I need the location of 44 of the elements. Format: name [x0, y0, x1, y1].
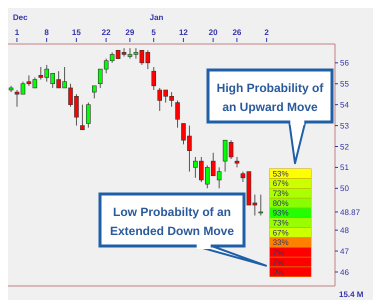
y-tick-label: 50 [340, 184, 350, 194]
y-tick-label: 52 [340, 142, 350, 152]
text: Dec [12, 13, 28, 22]
y-tick-label: 48.87 [340, 208, 361, 217]
text: 15.4 M [339, 290, 364, 299]
candlestick [86, 102, 91, 128]
band-label: 53% [272, 169, 289, 178]
x-tick-label: 5 [151, 28, 156, 37]
band-label: 67% [272, 179, 289, 188]
annotation: Low Probabilty of an Extended Down Move [110, 205, 234, 238]
band-label: 73% [272, 189, 289, 198]
band-label: 7% [272, 248, 284, 258]
y-tick-label: 55 [340, 80, 350, 89]
y-tick-label: 56 [340, 58, 350, 68]
candlestick [151, 66, 156, 91]
candlestick [258, 194, 264, 216]
band-label: 73% [272, 218, 289, 228]
x-tick-label: 22 [102, 28, 112, 37]
band-label: 67% [272, 228, 289, 238]
candlestick [92, 85, 97, 99]
x-tick-label: 8 [44, 28, 50, 37]
y-tick-label: 53 [340, 121, 350, 130]
annotation: High Probability of an Upward Move [216, 81, 324, 114]
y-tick-label: 48 [340, 226, 350, 235]
x-tick-label: 15 [72, 28, 82, 37]
y-tick-label: 51 [340, 163, 350, 172]
y-tick-label: 46 [340, 268, 350, 277]
band-label: 7% [272, 258, 284, 267]
candlestick [234, 156, 240, 168]
x-tick-label: 12 [178, 28, 188, 37]
band-label: 93% [272, 208, 289, 218]
text: Jan [150, 13, 164, 22]
band-label: 33% [272, 238, 289, 248]
band-label: 80% [272, 198, 289, 208]
x-tick-label: 1 [14, 28, 20, 37]
x-tick-label: 26 [232, 28, 242, 37]
x-tick-label: 29 [125, 28, 135, 37]
y-tick-label: 47 [340, 246, 350, 256]
band-label: 0% [272, 268, 284, 277]
x-tick-label: 2 [264, 28, 270, 37]
candlestick [80, 104, 85, 130]
y-tick-label: 54 [340, 100, 350, 110]
x-tick-label: 20 [208, 28, 218, 37]
candlestick [175, 100, 180, 128]
